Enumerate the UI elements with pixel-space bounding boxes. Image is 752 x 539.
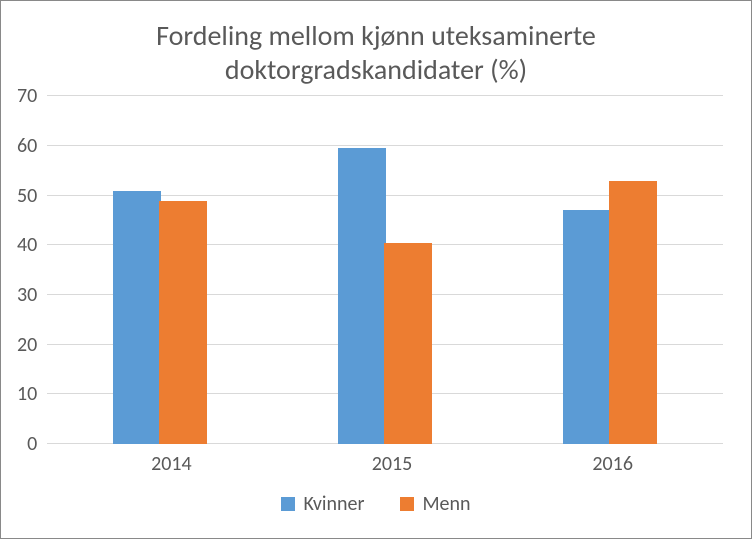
x-axis: 201420152016 <box>1 444 751 476</box>
x-tick-label: 2016 <box>502 444 723 476</box>
legend-item: Menn <box>400 492 470 516</box>
bar <box>338 148 386 444</box>
x-tick-label: 2015 <box>282 444 503 476</box>
plot-area: 706050403020100 <box>1 96 751 444</box>
legend-label: Menn <box>422 492 470 516</box>
chart-title: Fordeling mellom kjønn uteksaminerte dok… <box>1 1 751 96</box>
bar-groups <box>47 96 723 444</box>
legend-swatch <box>400 497 414 511</box>
bar-group <box>47 96 272 444</box>
bar <box>563 210 611 444</box>
bar-group <box>498 96 723 444</box>
bar-group <box>273 96 498 444</box>
plot <box>47 96 723 444</box>
chart-frame: Fordeling mellom kjønn uteksaminerte dok… <box>0 0 752 539</box>
legend-label: Kvinner <box>303 492 364 516</box>
bar <box>113 191 161 444</box>
bar <box>384 243 432 444</box>
y-axis: 706050403020100 <box>17 96 47 444</box>
legend-swatch <box>281 497 295 511</box>
x-tick-label: 2014 <box>61 444 282 476</box>
bar <box>609 181 657 444</box>
legend: Kvinner Menn <box>1 476 751 538</box>
legend-item: Kvinner <box>281 492 364 516</box>
bar <box>159 201 207 444</box>
